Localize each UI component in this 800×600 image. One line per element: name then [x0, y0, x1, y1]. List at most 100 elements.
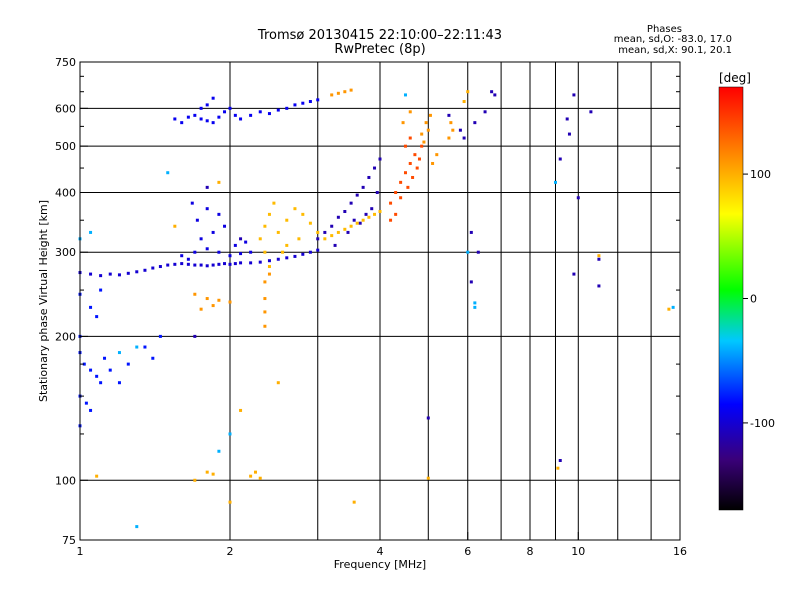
data-point: [422, 140, 426, 144]
data-point: [451, 128, 455, 132]
data-point: [408, 136, 412, 140]
data-point: [308, 100, 312, 104]
x-axis-ticks: 1 2 4 6 8 10 16: [77, 532, 687, 558]
data-point: [228, 106, 232, 110]
data-point: [228, 432, 232, 436]
y-tick-label: 600: [55, 102, 76, 115]
data-point: [199, 307, 203, 311]
data-point: [205, 264, 209, 268]
data-point: [233, 113, 237, 117]
data-point: [473, 121, 477, 125]
data-point: [193, 263, 197, 267]
data-point: [217, 262, 221, 266]
data-point: [473, 301, 477, 305]
data-point: [370, 207, 374, 211]
data-point: [263, 297, 267, 301]
y-tick-label: 200: [55, 330, 76, 343]
y-tick-label: 400: [55, 186, 76, 199]
data-point: [469, 280, 473, 284]
data-point: [95, 315, 99, 319]
data-point: [426, 128, 430, 132]
data-point: [281, 250, 285, 254]
data-point: [267, 272, 271, 276]
data-point: [316, 230, 320, 234]
data-point: [205, 103, 209, 107]
data-point: [558, 157, 562, 161]
data-point: [89, 408, 93, 412]
data-point: [597, 254, 601, 258]
data-point: [394, 190, 398, 194]
data-point: [158, 265, 162, 269]
data-point: [186, 257, 190, 261]
data-point: [272, 201, 276, 205]
y-tick-label: 300: [55, 246, 76, 259]
data-point: [469, 230, 473, 234]
data-point: [89, 305, 93, 309]
data-point: [267, 112, 271, 116]
y-axis-ticks: 75 100 200 300 400 500 600 750: [55, 56, 680, 547]
data-point: [462, 100, 466, 104]
data-point: [558, 458, 562, 462]
x-tick-label: 16: [673, 545, 687, 558]
data-point: [323, 230, 327, 234]
data-point: [267, 265, 271, 269]
data-point: [223, 224, 227, 228]
data-point: [193, 478, 197, 482]
data-point: [99, 274, 103, 278]
grid-lines: [80, 62, 680, 540]
data-point: [239, 117, 243, 121]
data-point: [249, 113, 253, 117]
data-point: [244, 240, 248, 244]
x-tick-label: 2: [227, 545, 234, 558]
data-point: [597, 284, 601, 288]
data-point: [263, 250, 267, 254]
data-point: [239, 237, 243, 241]
data-point: [205, 119, 209, 123]
data-point: [483, 110, 487, 114]
x-tick-label: 6: [464, 545, 471, 558]
data-point: [95, 374, 99, 378]
stats-heading: Phases: [646, 24, 682, 35]
data-point: [330, 93, 334, 97]
data-point: [411, 175, 415, 179]
data-point: [367, 215, 371, 219]
data-point: [249, 261, 253, 265]
colorbar: [718, 86, 744, 511]
colorbar-tick-label: 100: [750, 168, 771, 181]
data-point: [389, 218, 393, 222]
data-point: [373, 166, 377, 170]
data-point: [378, 157, 382, 161]
data-point: [308, 221, 312, 225]
data-point: [166, 263, 170, 267]
data-point: [135, 525, 139, 529]
colorbar-label: [deg]: [719, 71, 751, 85]
data-point: [403, 144, 407, 148]
data-point: [466, 250, 470, 254]
data-point: [267, 212, 271, 216]
data-point: [403, 93, 407, 97]
data-point: [330, 234, 334, 238]
data-point: [373, 212, 377, 216]
data-point: [166, 171, 170, 175]
x-tick-label: 10: [571, 545, 585, 558]
data-point: [293, 207, 297, 211]
data-point: [99, 381, 103, 385]
data-point: [431, 161, 435, 165]
data-point: [667, 307, 671, 311]
data-point: [84, 401, 88, 405]
data-point: [352, 218, 356, 222]
data-point: [199, 263, 203, 267]
data-point: [173, 224, 177, 228]
data-point: [316, 248, 320, 252]
data-point: [346, 230, 350, 234]
x-tick-label: 1: [77, 545, 84, 558]
x-tick-label: 4: [377, 545, 384, 558]
data-point: [490, 90, 494, 94]
data-point: [180, 254, 184, 258]
data-point: [233, 243, 237, 247]
y-tick-label: 750: [55, 56, 76, 69]
data-point: [316, 98, 320, 102]
data-point: [466, 90, 470, 94]
data-point: [476, 250, 480, 254]
